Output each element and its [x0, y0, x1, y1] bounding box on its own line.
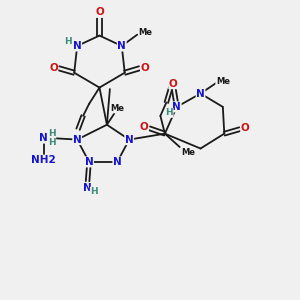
Text: O: O [49, 63, 58, 73]
Text: N: N [196, 88, 205, 98]
Text: N: N [113, 157, 122, 167]
Text: NH2: NH2 [31, 155, 56, 165]
Text: O: O [241, 123, 250, 133]
Text: N: N [82, 183, 91, 193]
Text: O: O [169, 79, 178, 89]
Text: Me: Me [110, 104, 124, 113]
Text: Me: Me [181, 148, 195, 157]
Text: N: N [85, 157, 93, 167]
Text: H: H [90, 187, 98, 196]
Text: N: N [125, 135, 134, 145]
Text: Me: Me [139, 28, 152, 37]
Text: O: O [141, 63, 149, 73]
Text: N: N [73, 41, 82, 51]
Text: Me: Me [216, 76, 230, 85]
Text: N: N [117, 41, 126, 51]
Text: N: N [172, 102, 181, 112]
Text: N: N [39, 133, 48, 143]
Text: H: H [166, 108, 173, 117]
Text: N: N [73, 135, 82, 145]
Text: O: O [140, 122, 148, 132]
Text: H: H [64, 37, 72, 46]
Text: H: H [48, 138, 56, 147]
Text: O: O [95, 8, 104, 17]
Text: H: H [48, 129, 56, 138]
